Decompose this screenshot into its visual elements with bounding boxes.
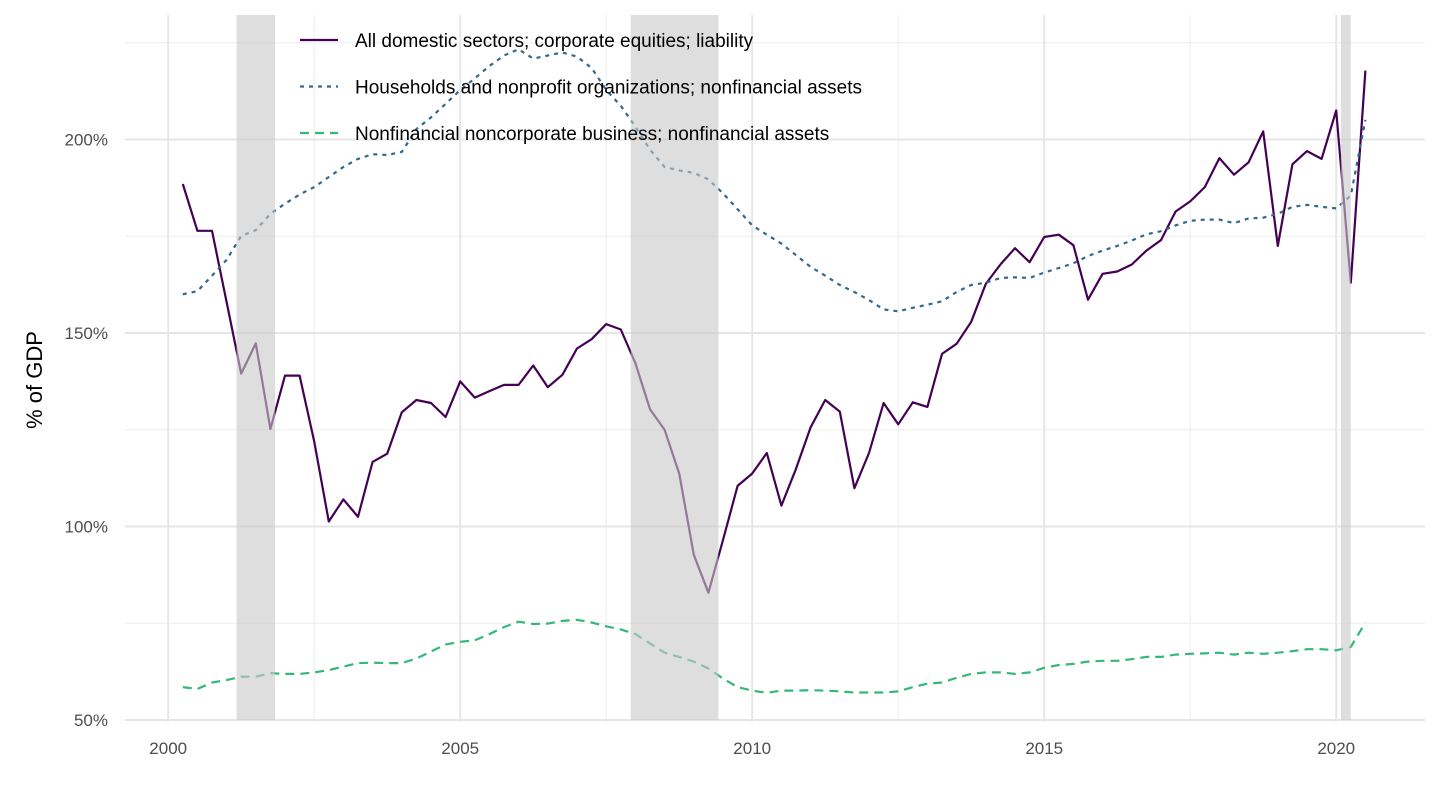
legend: All domestic sectors; corporate equities…	[300, 31, 862, 145]
series-lines	[181, 48, 1367, 695]
legend-item: All domestic sectors; corporate equities…	[300, 31, 754, 52]
grid	[125, 15, 1425, 722]
legend-label: Nonfinancial noncorporate business; nonf…	[355, 124, 829, 145]
legend-item: Households and nonprofit organizations; …	[300, 78, 862, 99]
y-tick-label: 150%	[65, 324, 108, 343]
y-tick-label: 50%	[74, 711, 108, 730]
x-tick-label: 2020	[1317, 739, 1355, 758]
x-tick-label: 2005	[441, 739, 479, 758]
recession-band	[1340, 15, 1351, 720]
legend-label: Households and nonprofit organizations; …	[355, 78, 862, 99]
series-line-1	[181, 70, 1367, 594]
series-line-3	[182, 618, 1367, 695]
series-line-2	[182, 48, 1367, 313]
x-tick-label: 2000	[149, 739, 187, 758]
x-tick-label: 2015	[1025, 739, 1063, 758]
y-tick-label: 100%	[65, 518, 108, 537]
legend-label: All domestic sectors; corporate equities…	[355, 31, 754, 52]
recession-band	[630, 15, 719, 720]
x-tick-label: 2010	[733, 739, 771, 758]
axes: 50% 100% 150% 200% 2000 2005 2010 2015 2020	[65, 131, 1356, 759]
y-axis-label: % of GDP	[22, 331, 47, 429]
legend-item: Nonfinancial noncorporate business; nonf…	[300, 124, 829, 145]
recession-bands	[236, 15, 1351, 720]
y-tick-label: 200%	[65, 131, 108, 150]
recession-band	[236, 15, 276, 720]
